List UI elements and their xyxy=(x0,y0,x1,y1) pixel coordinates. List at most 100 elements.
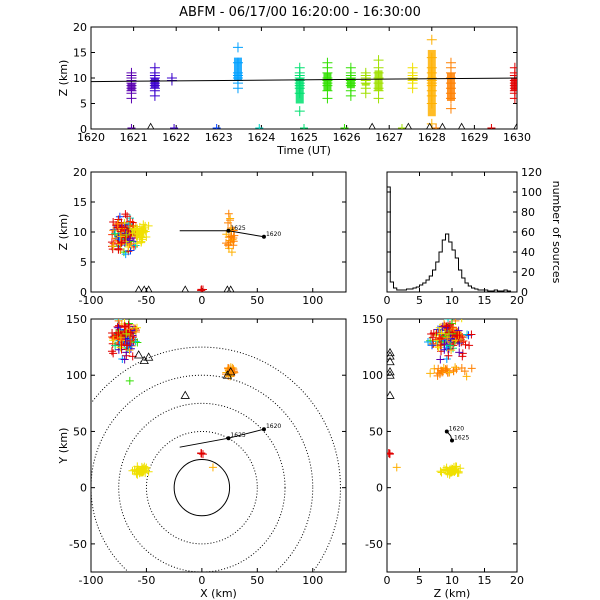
track-marker xyxy=(226,228,231,233)
track-label: 1620 xyxy=(449,425,464,432)
source-point xyxy=(122,329,131,338)
source-column xyxy=(361,83,370,86)
source-point xyxy=(294,106,305,117)
ground-source-point xyxy=(340,123,349,129)
source-point xyxy=(345,62,356,73)
ground-source-point xyxy=(255,123,264,129)
source-point xyxy=(455,348,464,357)
station-triangle xyxy=(387,356,395,366)
source-point xyxy=(109,349,118,358)
source-point xyxy=(224,218,233,227)
source-point xyxy=(448,464,457,473)
source-point xyxy=(126,222,135,231)
figure-title: ABFM - 06/17/00 16:20:00 - 16:30:00 xyxy=(179,5,421,20)
reference-line xyxy=(91,77,517,83)
station-triangle xyxy=(438,122,447,129)
source-point xyxy=(114,244,123,253)
source-point xyxy=(461,319,463,323)
source-point xyxy=(407,62,418,73)
x-tick-label: 20 xyxy=(510,574,524,587)
source-point xyxy=(451,363,460,372)
y-tick-label: 20 xyxy=(73,166,87,179)
source-column xyxy=(150,78,159,89)
source-point xyxy=(447,346,456,355)
source-point xyxy=(449,367,458,376)
source-point xyxy=(125,234,134,243)
y-axis-label: Y (km) xyxy=(57,428,70,465)
source-column xyxy=(427,49,436,117)
source-column xyxy=(346,78,355,89)
x-tick-label: 20 xyxy=(510,294,524,307)
source-point xyxy=(373,55,384,66)
x-tick-label: 100 xyxy=(302,294,323,307)
x-tick-label: -50 xyxy=(137,574,155,587)
range-ring xyxy=(173,459,231,517)
source-point xyxy=(126,328,135,337)
plot-area: 1620 1625 xyxy=(387,319,476,479)
y-tick-label: 120 xyxy=(521,166,542,179)
station-triangle xyxy=(144,285,153,292)
source-point xyxy=(445,103,456,114)
source-point xyxy=(114,328,123,337)
source-point xyxy=(197,449,206,458)
source-point xyxy=(121,229,130,238)
source-point xyxy=(387,449,394,458)
y-tick-label: -50 xyxy=(69,538,87,551)
source-point xyxy=(124,319,126,323)
source-point xyxy=(197,285,206,292)
range-ring xyxy=(118,402,286,572)
source-point xyxy=(126,246,135,255)
y-tick-label: 100 xyxy=(362,369,383,382)
source-column xyxy=(374,70,383,91)
source-column xyxy=(233,57,242,81)
y-axis-label: number of sources xyxy=(550,181,563,284)
track-label: 1620 xyxy=(266,231,281,238)
x-tick-label: 1625 xyxy=(290,131,318,144)
source-point xyxy=(226,238,235,247)
storm-track xyxy=(179,230,265,238)
source-point xyxy=(446,468,455,477)
track-label: 1625 xyxy=(230,432,245,439)
ground-source-point xyxy=(300,123,308,129)
station-triangle xyxy=(181,285,190,292)
histogram-step xyxy=(387,186,517,292)
source-point xyxy=(458,352,467,361)
station-triangle xyxy=(426,122,434,129)
source-point xyxy=(426,34,437,45)
source-point xyxy=(444,351,453,360)
source-point xyxy=(122,230,131,239)
source-point xyxy=(121,210,130,219)
source-point xyxy=(124,320,133,329)
source-point xyxy=(121,334,130,343)
y-tick-label: 20 xyxy=(73,21,87,34)
x-tick-label: -100 xyxy=(79,294,104,307)
station-triangle xyxy=(368,122,376,129)
station-triangle xyxy=(387,370,395,379)
source-point xyxy=(441,465,450,474)
source-point xyxy=(443,322,452,331)
source-column xyxy=(127,83,136,91)
y-tick-label: 100 xyxy=(66,369,87,382)
source-point xyxy=(232,42,243,53)
source-point xyxy=(113,219,122,228)
source-point xyxy=(133,338,142,347)
source-point xyxy=(144,221,153,230)
station-triangle xyxy=(404,122,412,129)
source-point xyxy=(467,364,476,373)
track-label: 1625 xyxy=(454,434,469,441)
source-point xyxy=(126,67,137,78)
track-marker xyxy=(450,438,454,443)
source-point xyxy=(116,232,125,241)
y-tick-label: 150 xyxy=(362,313,383,326)
x-tick-label: 1630 xyxy=(503,131,531,144)
y-tick-label: 15 xyxy=(73,47,87,60)
station-triangle xyxy=(457,122,466,129)
x-tick-label: 50 xyxy=(250,574,264,587)
source-point xyxy=(111,341,120,350)
plot-frame xyxy=(386,171,518,293)
y-tick-label: 40 xyxy=(521,246,535,259)
station-triangle xyxy=(387,367,395,376)
x-tick-label: 1627 xyxy=(375,131,403,144)
source-point xyxy=(116,239,125,248)
source-point xyxy=(444,319,453,323)
